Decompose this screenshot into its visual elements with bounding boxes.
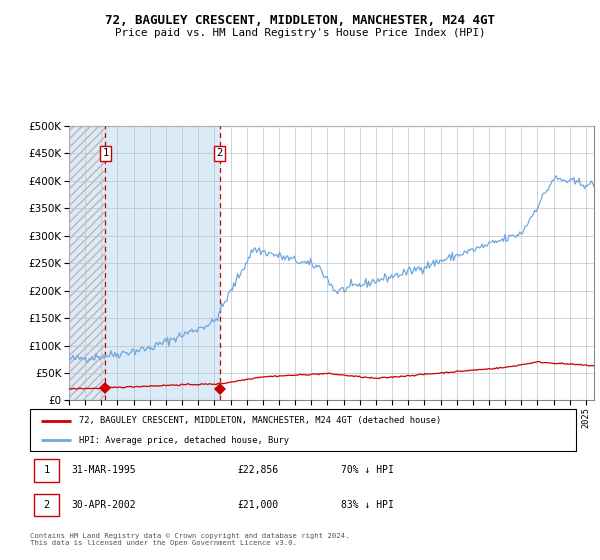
- Text: 30-APR-2002: 30-APR-2002: [71, 500, 136, 510]
- Text: 2: 2: [44, 500, 50, 510]
- Text: 72, BAGULEY CRESCENT, MIDDLETON, MANCHESTER, M24 4GT: 72, BAGULEY CRESCENT, MIDDLETON, MANCHES…: [105, 14, 495, 27]
- Text: 1: 1: [102, 148, 109, 158]
- Bar: [106, 126, 220, 400]
- Text: £21,000: £21,000: [238, 500, 278, 510]
- Text: 2: 2: [217, 148, 223, 158]
- Bar: [69, 126, 106, 400]
- FancyBboxPatch shape: [34, 494, 59, 516]
- Text: Contains HM Land Registry data © Crown copyright and database right 2024.
This d: Contains HM Land Registry data © Crown c…: [30, 533, 349, 546]
- FancyBboxPatch shape: [34, 459, 59, 482]
- Text: Price paid vs. HM Land Registry's House Price Index (HPI): Price paid vs. HM Land Registry's House …: [115, 28, 485, 38]
- Bar: [69, 126, 106, 400]
- FancyBboxPatch shape: [30, 409, 576, 451]
- Text: 1: 1: [44, 465, 50, 475]
- Text: £22,856: £22,856: [238, 465, 278, 475]
- Text: 70% ↓ HPI: 70% ↓ HPI: [341, 465, 394, 475]
- Text: 83% ↓ HPI: 83% ↓ HPI: [341, 500, 394, 510]
- Text: HPI: Average price, detached house, Bury: HPI: Average price, detached house, Bury: [79, 436, 289, 445]
- Text: 31-MAR-1995: 31-MAR-1995: [71, 465, 136, 475]
- Text: 72, BAGULEY CRESCENT, MIDDLETON, MANCHESTER, M24 4GT (detached house): 72, BAGULEY CRESCENT, MIDDLETON, MANCHES…: [79, 416, 442, 425]
